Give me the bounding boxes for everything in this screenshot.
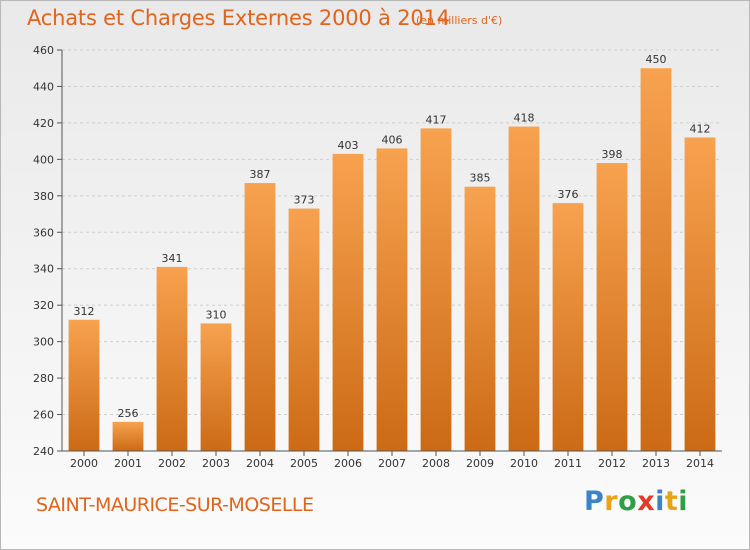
bar-value-label: 417: [426, 113, 447, 126]
bar[interactable]: [464, 186, 496, 452]
bar[interactable]: [552, 203, 584, 451]
x-tick-label: 2003: [202, 457, 230, 470]
bar-value-label: 398: [602, 148, 623, 161]
x-tick-label: 2011: [554, 457, 582, 470]
logo-letter: o: [618, 486, 638, 517]
x-tick-label: 2006: [334, 457, 362, 470]
bar-value-label: 312: [74, 305, 95, 318]
y-tick-label: 420: [33, 117, 54, 130]
bar[interactable]: [508, 126, 540, 452]
chart-subtitle: (en milliers d'€): [416, 14, 503, 27]
y-tick-label: 440: [33, 80, 54, 93]
bar-value-label: 376: [558, 188, 579, 201]
bar[interactable]: [156, 266, 188, 451]
bar[interactable]: [244, 183, 276, 452]
x-tick-label: 2000: [70, 457, 98, 470]
x-axis: 2000 2001 2002 2003 2004 2005 2006 2007 2008 2009…: [62, 450, 722, 470]
bar-value-label: 418: [514, 112, 535, 125]
y-tick-label: 320: [33, 299, 54, 312]
bar-value-label: 341: [162, 252, 183, 265]
x-tick-label: 2005: [290, 457, 318, 470]
bars-group: 312 256 341 310 387 373 403 406 417 385 418 376 398 4…: [68, 53, 716, 452]
bar-value-label: 387: [250, 168, 271, 181]
x-tick-label: 2014: [686, 457, 714, 470]
logo-letter: i: [655, 486, 665, 517]
proxiti-logo[interactable]: Proxiti: [584, 486, 688, 517]
logo-letter: i: [678, 486, 689, 517]
x-tick-label: 2008: [422, 457, 450, 470]
bar-value-label: 450: [646, 53, 667, 66]
bar[interactable]: [332, 153, 364, 452]
bar[interactable]: [200, 323, 232, 451]
y-tick-label: 240: [33, 445, 54, 458]
bar-value-label: 412: [690, 122, 711, 135]
y-tick-label: 340: [33, 263, 54, 276]
logo-letter: t: [664, 486, 679, 517]
bar[interactable]: [596, 163, 628, 451]
bar-value-label: 256: [118, 407, 139, 420]
city-name: SAINT-MAURICE-SUR-MOSELLE: [36, 494, 314, 516]
y-tick-label: 280: [33, 372, 54, 385]
y-tick-label: 460: [33, 44, 54, 57]
bar-value-label: 310: [206, 308, 227, 321]
x-tick-label: 2010: [510, 457, 538, 470]
bar[interactable]: [68, 319, 100, 451]
bar[interactable]: [420, 128, 452, 452]
y-tick-label: 380: [33, 190, 54, 203]
bar[interactable]: [640, 68, 672, 452]
bar-value-label: 373: [294, 194, 315, 207]
y-tick-label: 300: [33, 336, 54, 349]
bar-value-label: 385: [470, 172, 491, 185]
bar[interactable]: [112, 421, 144, 451]
x-tick-label: 2002: [158, 457, 186, 470]
bar[interactable]: [288, 208, 320, 451]
x-tick-label: 2009: [466, 457, 494, 470]
logo-letter: x: [637, 486, 656, 517]
x-tick-label: 2013: [642, 457, 670, 470]
bar-value-label: 406: [382, 133, 403, 146]
bar[interactable]: [684, 137, 716, 451]
chart-title: Achats et Charges Externes 2000 à 2014: [27, 6, 450, 30]
x-tick-label: 2001: [114, 457, 142, 470]
logo-letter: P: [584, 486, 605, 517]
y-tick-label: 400: [33, 153, 54, 166]
y-tick-label: 260: [33, 409, 54, 422]
x-tick-label: 2004: [246, 457, 274, 470]
logo-letter: r: [604, 486, 619, 517]
x-tick-label: 2012: [598, 457, 626, 470]
x-tick-label: 2007: [378, 457, 406, 470]
y-tick-label: 360: [33, 226, 54, 239]
y-axis: 240 260 280 300 320 340 360 380 400 420 440 460: [33, 44, 63, 458]
bar[interactable]: [376, 148, 408, 451]
bar-value-label: 403: [338, 139, 359, 152]
